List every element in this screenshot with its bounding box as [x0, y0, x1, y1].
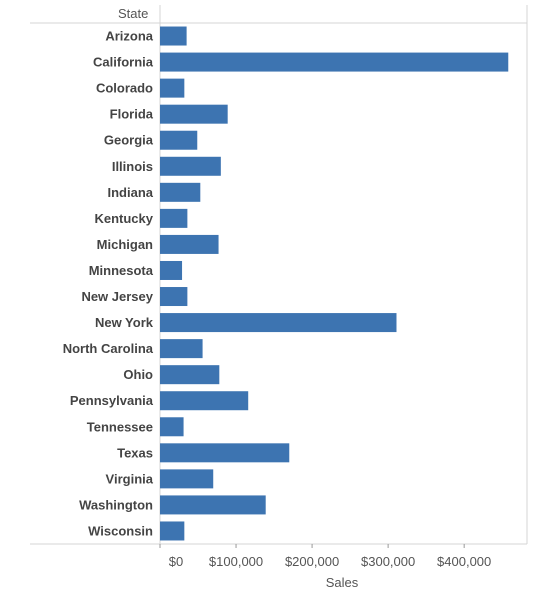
x-tick-label: $0: [169, 554, 183, 569]
category-label: New York: [95, 315, 154, 330]
category-label: Colorado: [96, 81, 153, 96]
bar: [160, 313, 397, 333]
category-label: Florida: [110, 107, 154, 122]
category-label: Pennsylvania: [70, 393, 154, 408]
bar: [160, 182, 201, 202]
bar: [160, 521, 185, 541]
bar: [160, 417, 184, 437]
category-rows: Arizona California Colorado Florida Georgia I…: [63, 29, 154, 539]
bar: [160, 234, 219, 254]
bar: [160, 26, 187, 46]
category-label: Washington: [79, 497, 153, 512]
category-label: Texas: [117, 445, 153, 460]
bar: [160, 104, 228, 124]
bar: [160, 52, 509, 72]
category-label: Ohio: [123, 367, 153, 382]
category-label: Michigan: [97, 237, 153, 252]
bar: [160, 260, 183, 280]
bar: [160, 365, 220, 385]
category-label: Minnesota: [89, 263, 154, 278]
category-label: Virginia: [106, 471, 154, 486]
category-label: Kentucky: [94, 211, 153, 226]
x-axis-ticks: $0 $100,000 $200,000 $300,000 $400,000: [159, 544, 491, 569]
bar: [160, 156, 221, 176]
x-tick-label: $300,000: [361, 554, 415, 569]
bar: [160, 287, 188, 307]
category-label: Illinois: [112, 159, 153, 174]
category-label: California: [93, 55, 154, 70]
category-label: Tennessee: [87, 419, 153, 434]
x-axis-title: Sales: [326, 575, 359, 590]
bar: [160, 469, 214, 489]
bar: [160, 391, 249, 411]
category-label: Wisconsin: [88, 523, 153, 538]
category-label: New Jersey: [81, 289, 153, 304]
category-label: Indiana: [107, 185, 153, 200]
bar: [160, 130, 198, 150]
x-tick-label: $100,000: [209, 554, 263, 569]
bars: [160, 26, 509, 541]
x-tick-label: $400,000: [437, 554, 491, 569]
x-tick-label: $200,000: [285, 554, 339, 569]
category-label: Arizona: [105, 29, 153, 44]
bar: [160, 339, 203, 359]
bar: [160, 443, 290, 463]
bar: [160, 78, 185, 98]
category-label: Georgia: [104, 133, 154, 148]
row-header: State: [118, 6, 148, 21]
category-label: North Carolina: [63, 341, 154, 356]
bar: [160, 495, 266, 515]
bar: [160, 208, 188, 228]
